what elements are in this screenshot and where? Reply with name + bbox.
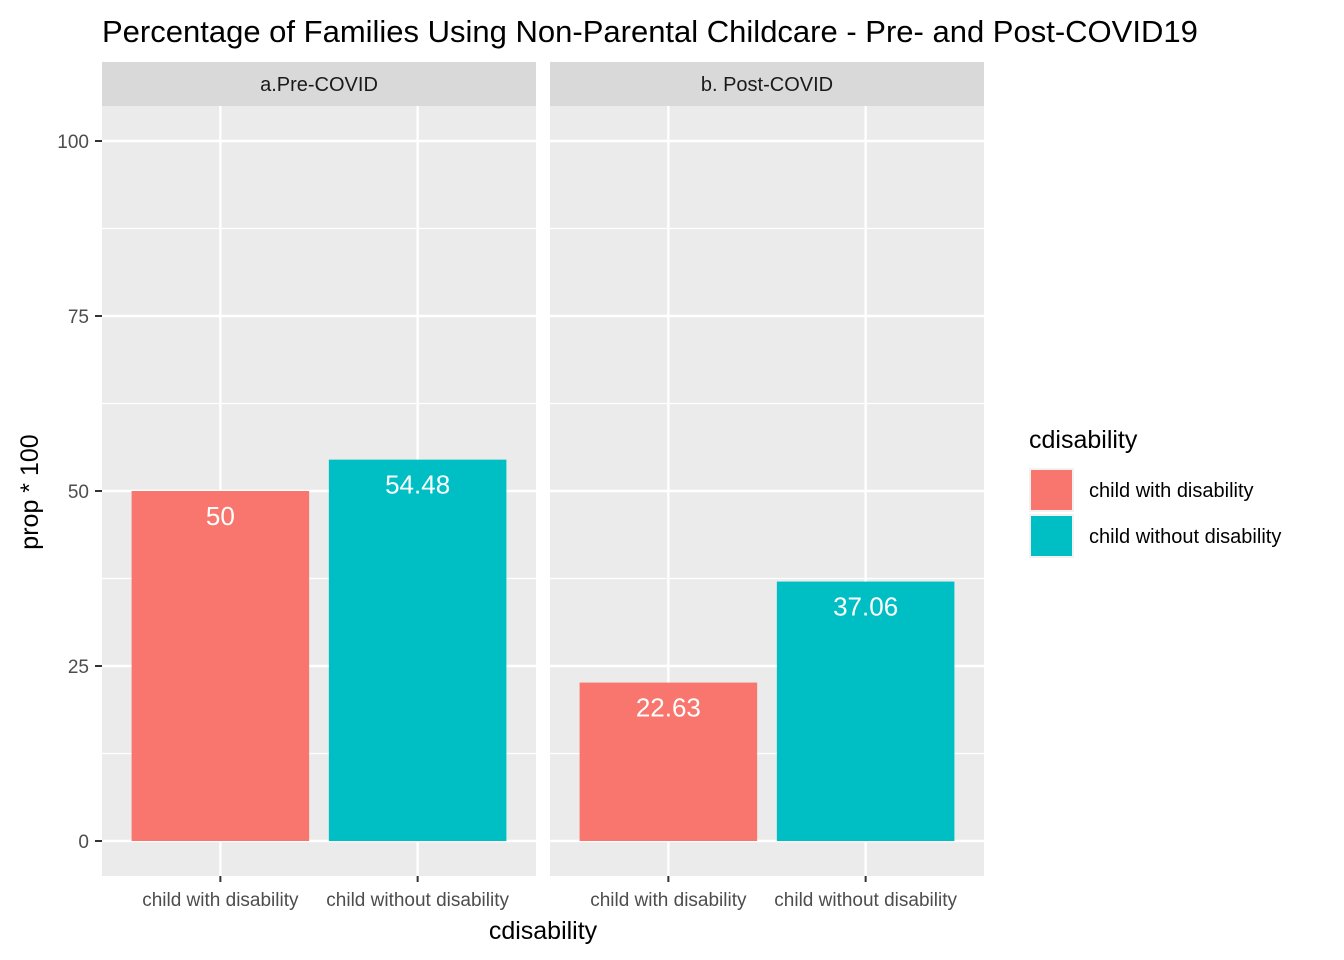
- x-tick-label: child with disability: [142, 890, 299, 911]
- y-axis: 0 25 50 75 100: [57, 132, 102, 853]
- bar: [131, 491, 310, 841]
- facet-panels: a.Pre-COVID 50 54.48 child with disability c…: [102, 62, 984, 911]
- y-tick-label: 25: [68, 657, 89, 678]
- bar: [776, 581, 955, 841]
- x-tick-label: child with disability: [590, 890, 747, 911]
- facet-strip: [102, 62, 536, 106]
- y-tick-label: 50: [68, 482, 89, 503]
- x-tick-label: child without disability: [326, 890, 509, 911]
- legend-label: child with disability: [1089, 480, 1254, 502]
- facet-panel: a.Pre-COVID 50 54.48 child with disability c…: [102, 62, 536, 911]
- x-axis-title: cdisability: [489, 917, 598, 945]
- bar: [328, 459, 507, 841]
- y-tick-label: 75: [68, 307, 89, 328]
- bar-value-label: 54.48: [385, 470, 450, 500]
- chart-title: Percentage of Families Using Non-Parenta…: [102, 14, 1198, 49]
- legend-swatch: [1031, 470, 1072, 510]
- y-axis-title: prop * 100: [16, 434, 44, 549]
- legend-label: child without disability: [1089, 526, 1281, 548]
- facet-strip-label: a.Pre-COVID: [260, 74, 378, 96]
- y-tick-label: 0: [78, 832, 89, 853]
- facet-panel: b. Post-COVID 22.63 37.06 child with disabi…: [550, 62, 984, 911]
- legend-items: child with disability child without disab…: [1029, 468, 1281, 558]
- bar: [579, 682, 758, 841]
- y-tick-label: 100: [57, 132, 89, 153]
- bar-value-label: 37.06: [833, 592, 898, 622]
- bar-value-label: 22.63: [636, 693, 701, 723]
- facet-strip-label: b. Post-COVID: [701, 74, 833, 96]
- legend-title: cdisability: [1029, 426, 1138, 454]
- x-tick-label: child without disability: [774, 890, 957, 911]
- legend-swatch: [1031, 516, 1072, 556]
- legend-item: child with disability: [1029, 468, 1254, 512]
- facet-strip: [550, 62, 984, 106]
- legend-item: child without disability: [1029, 514, 1281, 558]
- bar-value-label: 50: [206, 501, 235, 531]
